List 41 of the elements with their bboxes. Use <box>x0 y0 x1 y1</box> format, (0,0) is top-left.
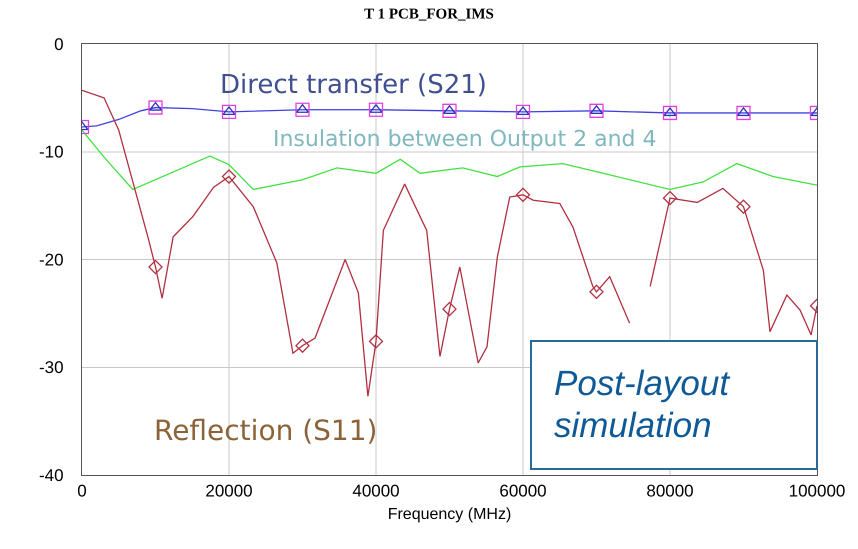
point <box>368 334 384 349</box>
point <box>295 338 310 353</box>
point <box>148 100 163 115</box>
x-axis-title: Frequency (MHz) <box>388 506 512 524</box>
y-tick-label: -20 <box>39 250 64 270</box>
point <box>662 190 678 206</box>
point <box>736 106 751 120</box>
point <box>222 104 236 120</box>
point <box>442 302 457 316</box>
point <box>664 107 676 116</box>
y-tick-label: -10 <box>39 142 64 162</box>
point <box>736 200 751 214</box>
x-tick-label: 80000 <box>646 481 694 500</box>
point <box>148 260 163 274</box>
x-tick-label: 100000 <box>788 481 846 500</box>
point <box>222 169 236 184</box>
point <box>516 104 530 120</box>
point <box>589 284 604 299</box>
point <box>368 102 384 117</box>
point <box>222 106 236 116</box>
point <box>516 188 530 202</box>
callout-box: Post-layout simulation <box>530 340 818 470</box>
point <box>295 102 310 117</box>
x-tick-label: 20000 <box>205 481 253 500</box>
point <box>589 104 604 118</box>
annotation: Post-layout simulation <box>553 363 730 447</box>
y-tick-label: 0 <box>54 34 64 54</box>
y-tick-label: -40 <box>39 466 64 485</box>
y-tick-label: -30 <box>39 358 64 378</box>
annotation: Direct transfer (S21) <box>220 70 487 100</box>
annotation: Insulation between Output 2 and 4 <box>273 127 656 152</box>
point <box>662 106 678 120</box>
annotation: Reflection (S11) <box>154 414 378 447</box>
point <box>149 102 162 111</box>
point <box>516 106 530 116</box>
point <box>737 107 750 116</box>
x-tick-label: 0 <box>77 481 87 500</box>
x-tick-label: 40000 <box>352 481 400 500</box>
chart-title: T 1 PCB_FOR_IMS <box>364 6 494 23</box>
x-tick-label: 60000 <box>499 481 547 500</box>
point <box>442 104 457 118</box>
